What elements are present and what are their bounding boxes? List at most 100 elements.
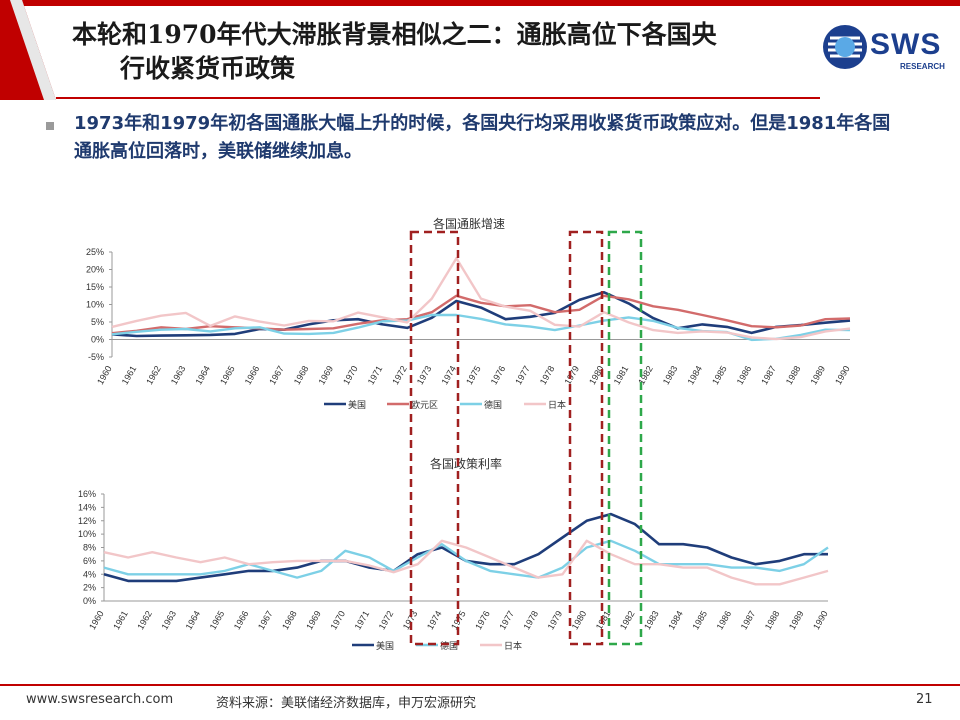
rate-ytick-label: 0% xyxy=(83,596,96,606)
footer-url: www.swsresearch.com xyxy=(26,692,174,707)
rate-xtick-label: 1968 xyxy=(280,609,299,631)
rate-xtick-label: 1990 xyxy=(811,609,830,631)
highlight-box-1981-green xyxy=(607,230,643,646)
rate-xtick-label: 1984 xyxy=(666,609,685,631)
inflation-xtick-label: 1985 xyxy=(710,364,729,386)
rate-ytick-label: 6% xyxy=(83,556,96,566)
inflation-ytick-label: 25% xyxy=(86,247,104,257)
inflation-ytick-label: 20% xyxy=(86,265,104,275)
inflation-legend-jp-label: 日本 xyxy=(548,399,566,411)
rate-ytick-label: 2% xyxy=(83,583,96,593)
inflation-xtick-label: 1963 xyxy=(169,364,188,386)
inflation-xtick-label: 1983 xyxy=(661,364,680,386)
inflation-xtick-label: 1972 xyxy=(390,364,409,386)
inflation-xtick-label: 1965 xyxy=(218,364,237,386)
rate-xtick-label: 1969 xyxy=(304,609,323,631)
inflation-ytick-label: 0% xyxy=(91,335,104,345)
banner-red-bar xyxy=(22,0,960,6)
inflation-xtick-label: 1989 xyxy=(808,364,827,386)
inflation-xtick-label: 1981 xyxy=(612,364,631,386)
inflation-legend-eu-label: 欧元区 xyxy=(411,399,438,411)
rate-xtick-label: 1971 xyxy=(353,609,372,631)
rate-chart: 各国政策利率 16% 14% 12% 10% 8% 6% 4% 2% 0% 1960 1961 1962… xyxy=(78,456,830,652)
rate-xtick-label: 1988 xyxy=(763,609,782,631)
rate-series-de-line xyxy=(103,539,829,579)
rate-legend-us-label: 美国 xyxy=(376,640,394,652)
rate-xtick-label: 1982 xyxy=(618,609,637,631)
rate-xtick-label: 1966 xyxy=(232,609,251,631)
rate-xtick-label: 1967 xyxy=(256,609,275,631)
rate-ytick-label: 4% xyxy=(83,569,96,579)
banner-grey-sheen xyxy=(10,0,56,100)
inflation-ytick-label: 10% xyxy=(86,300,104,310)
inflation-chart-title: 各国通胀增速 xyxy=(433,216,505,231)
header-banner xyxy=(0,0,960,100)
rate-xtick-label: 1986 xyxy=(715,609,734,631)
rate-xtick-label: 1962 xyxy=(135,609,154,631)
inflation-xtick-label: 1990 xyxy=(833,364,852,386)
bullet-text: 1973年和1979年初各国通胀大幅上升的时候，各国央行均采用收紧货币政策应对。… xyxy=(74,113,891,162)
inflation-xtick-label: 1988 xyxy=(784,364,803,386)
rate-ytick-label: 16% xyxy=(78,489,96,499)
inflation-xtick-label: 1976 xyxy=(489,364,508,386)
inflation-xtick-label: 1960 xyxy=(95,364,114,386)
rate-xtick-label: 1983 xyxy=(642,609,661,631)
sws-logo-sub: RESEARCH xyxy=(900,62,945,71)
inflation-xtick-label: 1973 xyxy=(415,364,434,386)
rate-ytick-label: 12% xyxy=(78,516,96,526)
inflation-xtick-label: 1977 xyxy=(513,364,532,386)
rate-xtick-label: 1976 xyxy=(473,609,492,631)
rate-xtick-label: 1960 xyxy=(87,609,106,631)
inflation-chart: 各国通胀增速 25% 20% 15% 10% 5% 0% -5% 1960 1961 1962 196… xyxy=(86,216,852,411)
inflation-ytick-label: 5% xyxy=(91,317,104,327)
rate-xtick-label: 1985 xyxy=(690,609,709,631)
rate-xtick-label: 1961 xyxy=(111,609,130,631)
footer-divider xyxy=(0,684,960,686)
rate-xtick-label: 1963 xyxy=(159,609,178,631)
rate-xtick-label: 1974 xyxy=(425,609,444,631)
inflation-series-jp-line xyxy=(111,257,851,341)
rate-xtick-label: 1972 xyxy=(377,609,396,631)
inflation-xtick-label: 1967 xyxy=(267,364,286,386)
rate-chart-title: 各国政策利率 xyxy=(430,456,502,471)
sws-logo-text: SWS xyxy=(870,28,942,61)
highlight-box-1973-red xyxy=(409,230,460,646)
inflation-xtick-label: 1962 xyxy=(144,364,163,386)
rate-xtick-label: 1964 xyxy=(184,609,203,631)
inflation-xtick-label: 1984 xyxy=(685,364,704,386)
rate-xtick-label: 1980 xyxy=(570,609,589,631)
page-number: 21 xyxy=(916,692,933,707)
rate-xtick-label: 1970 xyxy=(328,609,347,631)
rate-ytick-label: 8% xyxy=(83,543,96,553)
inflation-xtick-label: 1987 xyxy=(759,364,778,386)
inflation-xtick-label: 1982 xyxy=(636,364,655,386)
inflation-xtick-label: 1966 xyxy=(243,364,262,386)
inflation-ytick-label: 15% xyxy=(86,282,104,292)
rate-legend-de-label: 德国 xyxy=(440,640,458,652)
rate-ytick-label: 14% xyxy=(78,502,96,512)
sws-logo-mark xyxy=(823,25,867,69)
inflation-xtick-label: 1961 xyxy=(120,364,139,386)
inflation-legend-us-label: 美国 xyxy=(348,399,366,411)
inflation-ytick-label: -5% xyxy=(88,352,104,362)
rate-ytick-label: 10% xyxy=(78,529,96,539)
inflation-xtick-label: 1975 xyxy=(464,364,483,386)
inflation-xtick-label: 1971 xyxy=(366,364,385,386)
rate-legend-jp-label: 日本 xyxy=(504,640,522,652)
inflation-xtick-label: 1969 xyxy=(316,364,335,386)
inflation-legend-de-label: 德国 xyxy=(484,399,502,411)
rate-xtick-label: 1965 xyxy=(208,609,227,631)
bullet-square-icon xyxy=(46,122,54,130)
rate-xtick-label: 1987 xyxy=(739,609,758,631)
slide-title-line1: 本轮和1970年代大滞胀背景相似之二：通胀高位下各国央 xyxy=(72,20,717,49)
inflation-xtick-label: 1978 xyxy=(538,364,557,386)
highlight-box-1979-red xyxy=(568,230,604,646)
inflation-xtick-label: 1974 xyxy=(439,364,458,386)
inflation-xtick-label: 1970 xyxy=(341,364,360,386)
inflation-xtick-label: 1968 xyxy=(292,364,311,386)
rate-xtick-label: 1978 xyxy=(521,609,540,631)
footer-source: 资料来源：美联储经济数据库，申万宏源研究 xyxy=(216,696,477,711)
rate-xtick-label: 1977 xyxy=(497,609,516,631)
inflation-series-us-line xyxy=(111,290,851,338)
inflation-xtick-label: 1979 xyxy=(562,364,581,386)
